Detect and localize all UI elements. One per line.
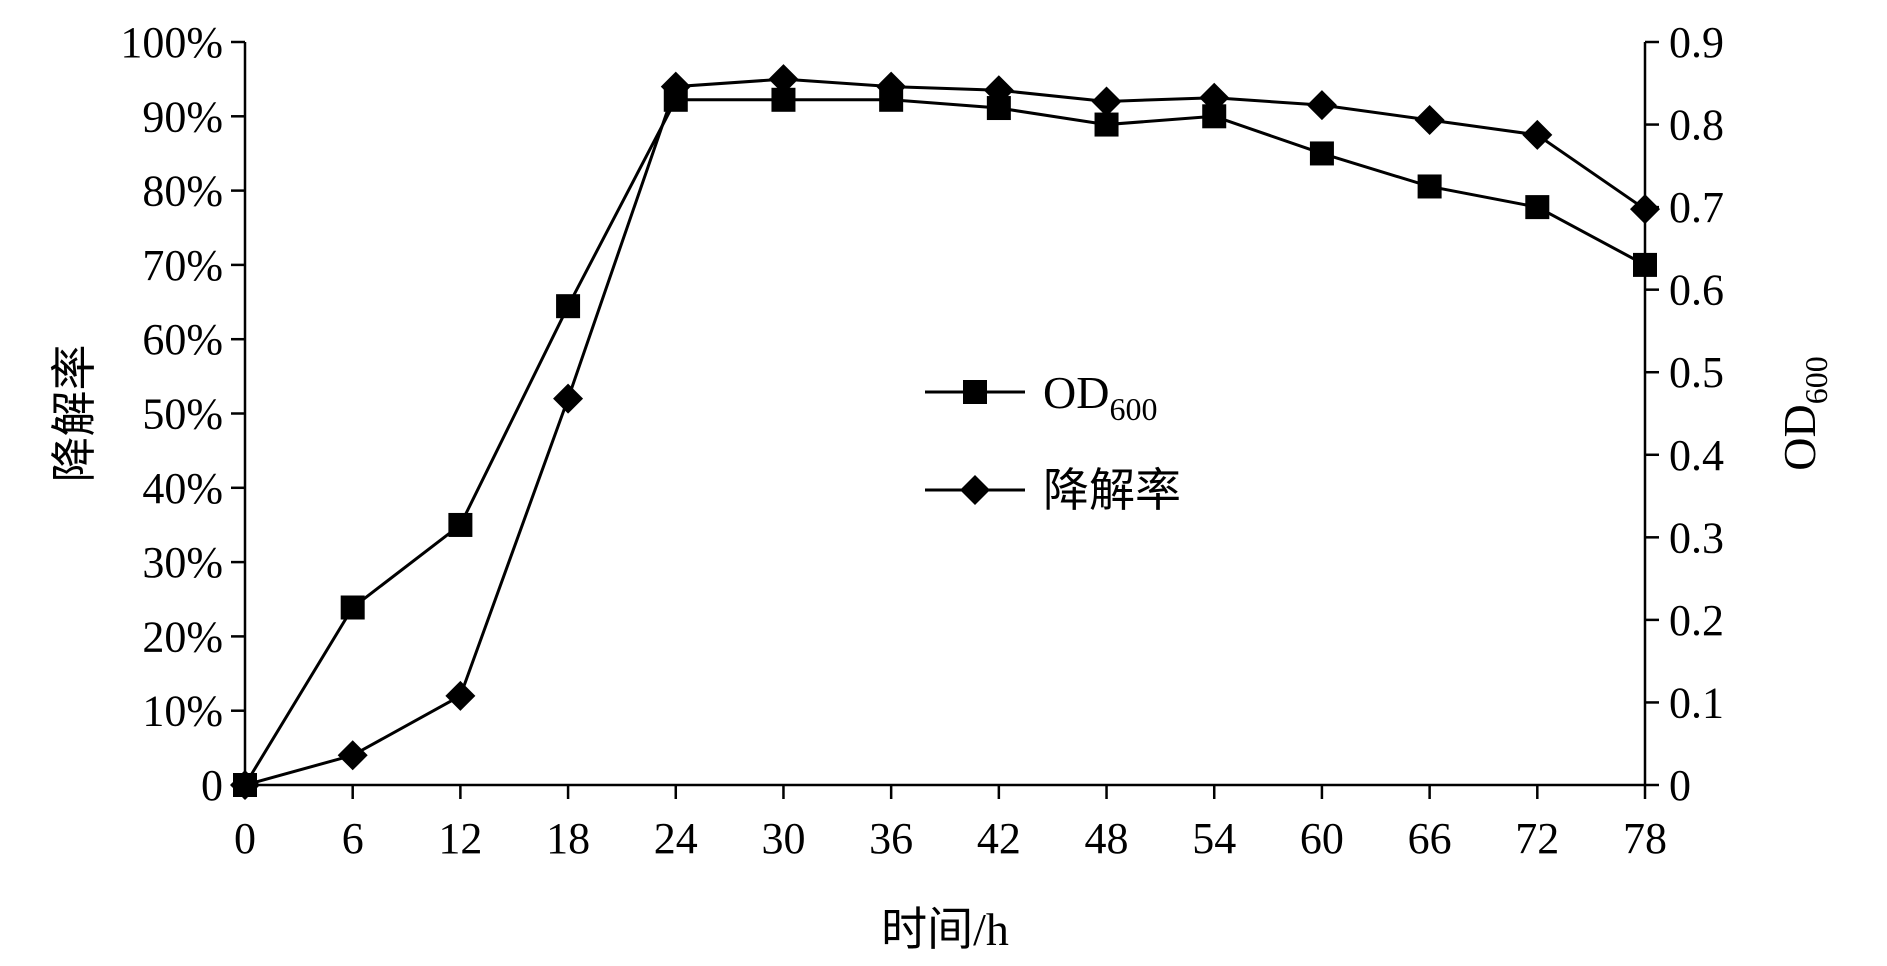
diamond-marker <box>337 740 368 771</box>
square-marker <box>556 294 581 319</box>
diamond-marker <box>553 383 584 414</box>
x-tick-label: 36 <box>869 814 913 863</box>
legend-square-marker <box>963 380 987 404</box>
legend-label: 降解率 <box>1043 465 1181 516</box>
x-tick-label: 54 <box>1192 814 1236 863</box>
square-marker <box>1309 141 1334 166</box>
square-marker <box>1633 252 1657 277</box>
diamond-marker <box>876 71 907 102</box>
x-tick-label: 30 <box>761 814 805 863</box>
diamond-marker <box>660 71 691 102</box>
x-axis-title: 时间/h <box>881 904 1009 955</box>
left-tick-label: 100% <box>120 18 223 67</box>
x-tick-label: 6 <box>342 814 364 863</box>
diamond-marker <box>1306 90 1337 121</box>
square-marker <box>1094 112 1119 137</box>
left-tick-label: 0 <box>201 761 223 810</box>
right-axis-title-sub: 600 <box>1798 356 1834 404</box>
diamond-marker <box>1414 105 1445 136</box>
right-tick-label: 0.7 <box>1669 183 1724 232</box>
right-tick-label: 0.6 <box>1669 266 1724 315</box>
left-tick-label: 70% <box>142 241 223 290</box>
right-tick-label: 0.4 <box>1669 431 1724 480</box>
left-tick-label: 20% <box>142 612 223 661</box>
legend-label: OD600 <box>1043 367 1157 427</box>
series-od600 <box>233 87 1657 797</box>
right-tick-label: 0 <box>1669 761 1691 810</box>
diamond-marker <box>1199 82 1230 113</box>
square-marker <box>448 512 473 537</box>
left-tick-label: 60% <box>142 315 223 364</box>
legend: OD600 降解率 <box>925 367 1181 516</box>
square-marker <box>340 595 365 620</box>
right-axis-title-main: OD <box>1774 404 1825 470</box>
legend-label-main: 降解率 <box>1043 465 1181 516</box>
legend-diamond-marker <box>960 475 990 505</box>
x-tick-label: 78 <box>1623 814 1667 863</box>
x-tick-label: 42 <box>977 814 1021 863</box>
left-tick-label: 50% <box>142 390 223 439</box>
legend-item: 降解率 <box>925 465 1181 516</box>
axes <box>243 42 1647 787</box>
x-tick-label: 60 <box>1300 814 1344 863</box>
square-marker <box>1525 195 1550 220</box>
diamond-marker <box>230 770 260 800</box>
left-tick-label: 40% <box>142 464 223 513</box>
legend-label-main: OD <box>1043 367 1109 418</box>
right-tick-label: 0.1 <box>1669 678 1724 727</box>
diamond-marker <box>1091 86 1122 117</box>
left-axis-title: 降解率 <box>49 345 100 483</box>
right-tick-label: 0.3 <box>1669 513 1724 562</box>
x-tick-label: 12 <box>438 814 482 863</box>
diamond-marker <box>445 680 476 711</box>
diamond-marker <box>768 64 799 95</box>
series-line <box>244 77 1646 787</box>
square-marker <box>1417 174 1442 199</box>
diamond-marker <box>1630 194 1660 225</box>
left-tick-label: 30% <box>142 538 223 587</box>
series-degradation-rate <box>230 64 1660 800</box>
right-axis-title: OD600 <box>1774 356 1834 470</box>
left-tick-label: 10% <box>142 687 223 736</box>
x-tick-label: 66 <box>1408 814 1452 863</box>
right-tick-label: 0.8 <box>1669 101 1724 150</box>
legend-item: OD600 <box>925 367 1157 427</box>
right-tick-label: 0.5 <box>1669 348 1724 397</box>
left-tick-label: 80% <box>142 167 223 216</box>
right-tick-label: 0.9 <box>1669 18 1724 67</box>
x-tick-label: 72 <box>1515 814 1559 863</box>
x-tick-label: 18 <box>546 814 590 863</box>
diamond-marker <box>983 75 1014 106</box>
right-tick-label: 0.2 <box>1669 596 1724 645</box>
legend-label-sub: 600 <box>1109 391 1157 427</box>
x-tick-label: 48 <box>1085 814 1129 863</box>
x-tick-label: 24 <box>654 814 698 863</box>
series-line <box>243 98 1646 786</box>
x-tick-label: 0 <box>234 814 256 863</box>
diamond-marker <box>1522 119 1553 150</box>
left-tick-label: 90% <box>142 92 223 141</box>
